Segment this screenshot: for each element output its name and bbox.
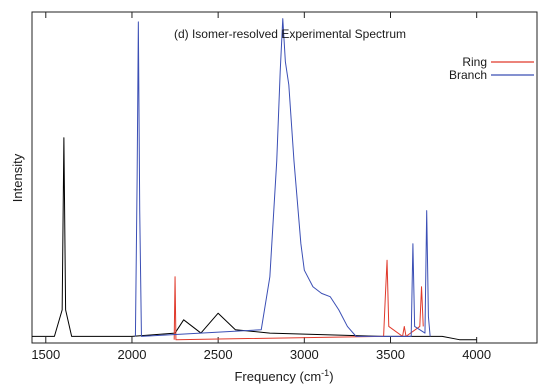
plot-area-frame [31, 11, 538, 344]
x-tick-label-2500: 2500 [204, 347, 233, 362]
series-line-branch [134, 18, 431, 337]
x-axis-label-superscript: -1 [321, 368, 329, 378]
series-layer [32, 18, 477, 341]
series-line-ring [173, 259, 424, 341]
x-axis-label-suffix: ) [329, 369, 333, 384]
x-tick-label-2000: 2000 [118, 347, 147, 362]
legend-label-branch: Branch [449, 68, 487, 82]
y-axis-label: Intensity [10, 153, 25, 202]
x-axis-label: Frequency (cm-1) [234, 368, 333, 384]
x-axis-label-text: Frequency (cm [234, 369, 321, 384]
series-line-baseline-0 [32, 137, 477, 341]
x-axis-ticks [45, 12, 478, 343]
x-tick-label-1500: 1500 [31, 347, 60, 362]
x-tick-label-4000: 4000 [462, 347, 491, 362]
plot-title: (d) Isomer-resolved Experimental Spectru… [174, 27, 406, 41]
x-tick-label-3000: 3000 [290, 347, 319, 362]
x-axis-tick-labels: 1500 2000 2500 3000 3500 4000 [31, 347, 491, 362]
x-tick-label-3500: 3500 [376, 347, 405, 362]
legend-label-ring: Ring [462, 55, 487, 69]
legend: Ring Branch [449, 55, 534, 82]
